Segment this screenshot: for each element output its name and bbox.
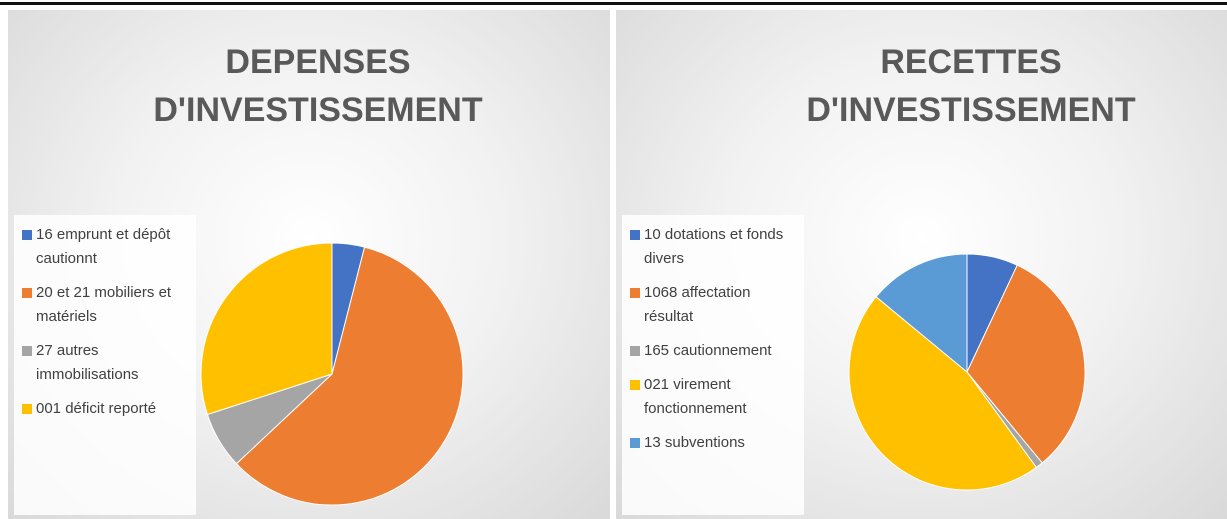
pie-slice — [200, 242, 333, 416]
legend-label: 001 déficit reporté — [36, 400, 157, 417]
legend: 10 dotations et fonds divers 1068 affecta… — [622, 215, 804, 515]
legend-swatch — [22, 288, 32, 298]
legend-label: 021 virement fonctionnement — [644, 376, 747, 417]
legend-swatch — [22, 346, 32, 356]
legend-item: 16 emprunt et dépôt cautionnt — [20, 223, 190, 271]
legend-item: 13 subventions — [628, 431, 798, 455]
legend-swatch — [630, 438, 640, 448]
pie-chart — [200, 242, 464, 506]
legend-swatch — [22, 230, 32, 240]
legend-label: 165 cautionnement — [644, 342, 772, 359]
legend-swatch — [630, 288, 640, 298]
chart-title: RECETTES D'INVESTISSEMENT — [806, 43, 1136, 129]
legend-label: 10 dotations et fonds divers — [644, 226, 784, 267]
chart-panel: DEPENSES D'INVESTISSEMENT 16 emprunt et d… — [8, 10, 610, 519]
legend-item: 27 autres immobilisations — [20, 339, 190, 387]
pie-slice — [235, 246, 464, 506]
legend-label: 20 et 21 mobiliers et matériels — [36, 284, 172, 325]
pie-slice — [966, 264, 1086, 464]
legend-label: 13 subventions — [644, 434, 745, 451]
chart-panel: RECETTES D'INVESTISSEMENT 10 dotations et… — [616, 10, 1227, 519]
legend-swatch — [630, 346, 640, 356]
chart-title: DEPENSES D'INVESTISSEMENT — [153, 43, 483, 129]
legend-item: 021 virement fonctionnement — [628, 373, 798, 421]
legend-label: 27 autres immobilisations — [36, 342, 139, 383]
legend-label: 16 emprunt et dépôt cautionnt — [36, 226, 171, 267]
legend-item: 165 cautionnement — [628, 339, 798, 363]
legend-swatch — [22, 404, 32, 414]
legend-item: 10 dotations et fonds divers — [628, 223, 798, 271]
legend-swatch — [630, 380, 640, 390]
legend-swatch — [630, 230, 640, 240]
pie-slice — [848, 296, 1038, 491]
legend-item: 1068 affectation résultat — [628, 281, 798, 329]
legend-item: 20 et 21 mobiliers et matériels — [20, 281, 190, 329]
pie-slice — [875, 253, 968, 374]
pie-chart — [848, 253, 1086, 491]
legend-label: 1068 affectation résultat — [644, 284, 751, 325]
legend-item: 001 déficit reporté — [20, 397, 190, 421]
top-rule — [0, 2, 1227, 5]
legend: 16 emprunt et dépôt cautionnt 20 et 21 mo… — [14, 215, 196, 515]
